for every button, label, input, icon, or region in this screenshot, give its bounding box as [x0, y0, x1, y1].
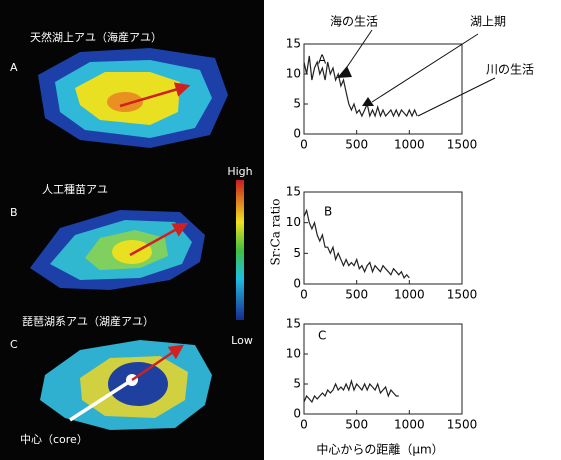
y-tick-label: 0 — [293, 407, 301, 421]
x-tick-label: 1000 — [394, 138, 425, 152]
panel-title: 琵琶湖系アユ（湖産アユ） — [22, 315, 154, 328]
y-tick-label: 15 — [286, 37, 301, 51]
data-line — [304, 210, 409, 278]
panel-label: A — [10, 61, 18, 74]
y-tick-label: 15 — [286, 317, 301, 331]
annotation-line — [345, 30, 372, 70]
y-axis-label: Sr:Ca ratio — [269, 199, 283, 266]
panel-label: B — [10, 206, 18, 219]
panel-label: B — [324, 205, 332, 219]
y-tick-label: 0 — [293, 127, 301, 141]
y-tick-label: 15 — [286, 185, 301, 199]
data-line — [304, 381, 399, 402]
colorbar-high: High — [227, 165, 252, 178]
annotation-marker — [337, 66, 352, 78]
annotation: 海の生活 — [330, 14, 378, 29]
panel-label: A — [318, 53, 327, 67]
panel-label: C — [318, 329, 326, 343]
x-tick-label: 500 — [345, 418, 368, 432]
y-tick-label: 10 — [286, 67, 301, 81]
x-tick-label: 0 — [300, 288, 308, 302]
y-tick-label: 5 — [293, 246, 301, 260]
x-tick-label: 0 — [300, 138, 308, 152]
x-axis-label: 中心からの距離（μm） — [316, 442, 443, 457]
plot-frame — [304, 324, 462, 414]
core-label: 中心（core） — [20, 433, 88, 446]
colorbar — [236, 180, 244, 320]
y-tick-label: 5 — [293, 377, 301, 391]
y-tick-label: 10 — [286, 347, 301, 361]
y-tick-label: 10 — [286, 215, 301, 229]
panel-label: C — [10, 338, 18, 351]
panel-title: 天然湖上アユ（海産アユ） — [30, 30, 162, 44]
x-tick-label: 500 — [345, 288, 368, 302]
x-tick-label: 1000 — [394, 418, 425, 432]
x-tick-label: 1500 — [447, 418, 478, 432]
annotation-line — [418, 78, 495, 116]
y-tick-label: 5 — [293, 97, 301, 111]
x-tick-label: 1500 — [447, 138, 478, 152]
annotation: 湖上期 — [470, 14, 506, 29]
figure: 天然湖上アユ（海産アユ） A 人工種苗アユ B 琵琶湖系アユ（湖産アユ） C 中… — [0, 0, 561, 460]
y-tick-label: 0 — [293, 277, 301, 291]
annotation: 川の生活 — [486, 63, 534, 77]
x-tick-label: 500 — [345, 138, 368, 152]
colorbar-low: Low — [231, 334, 253, 347]
plot-frame — [304, 44, 462, 134]
x-tick-label: 0 — [300, 418, 308, 432]
x-tick-label: 1500 — [447, 288, 478, 302]
x-tick-label: 1000 — [394, 288, 425, 302]
panel-title: 人工種苗アユ — [42, 182, 108, 196]
